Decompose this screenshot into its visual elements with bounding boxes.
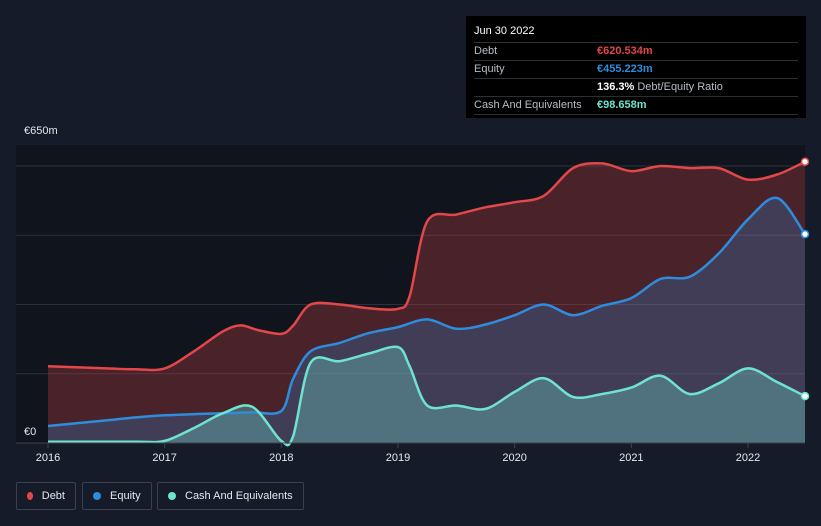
tooltip-equity-value: €455.223m [597, 63, 653, 75]
legend-item-debt[interactable]: Debt [16, 482, 76, 510]
x-tick-label-2016: 2016 [36, 452, 60, 464]
x-tick-label-2017: 2017 [152, 452, 176, 464]
tooltip-ratio-spacer [474, 79, 597, 96]
cash-dot-icon [168, 492, 176, 500]
x-tick-label-2022: 2022 [736, 452, 760, 464]
legend-item-equity[interactable]: Equity [82, 482, 152, 510]
gridlines [16, 165, 805, 375]
tooltip-debt-value: €620.534m [597, 45, 653, 57]
tooltip-row-debt: Debt €620.534m [474, 43, 798, 61]
tooltip-panel: Jun 30 2022 Debt €620.534m Equity €455.2… [466, 16, 806, 118]
legend-debt-label: Debt [41, 490, 65, 502]
debt-end-marker [800, 157, 810, 166]
y-tick-label-1: €0 [24, 426, 36, 438]
tooltip-ratio-text: Debt/Equity Ratio [637, 81, 723, 93]
x-tick-label-2021: 2021 [619, 452, 643, 464]
debt-line [47, 160, 806, 372]
tooltip-equity-label: Equity [474, 63, 505, 75]
tooltip-row-cash: Cash And Equivalents €98.658m [474, 97, 798, 115]
legend-item-cash[interactable]: Cash And Equivalents [157, 482, 304, 510]
tooltip-cash-value: €98.658m [597, 99, 647, 111]
x-tick-label-2020: 2020 [502, 452, 526, 464]
x-tick-label-2019: 2019 [386, 452, 410, 464]
equity-end-marker [800, 229, 810, 239]
x-tick-label-2018: 2018 [269, 452, 293, 464]
cash-line [47, 345, 806, 447]
cash-area [48, 346, 805, 446]
y-tick-label-0: €650m [24, 125, 58, 137]
equity-dot-icon [93, 492, 101, 500]
tooltip-cash-label: Cash And Equivalents [474, 99, 582, 111]
legend-cash-label: Cash And Equivalents [185, 490, 293, 502]
tooltip-row-ratio: 136.3% Debt/Equity Ratio [474, 79, 798, 97]
end-markers [800, 157, 810, 401]
tooltip-date: Jun 30 2022 [474, 24, 798, 43]
axes: €650m €0 2016 2017 2018 2019 2020 2021 2022 [16, 125, 805, 464]
tooltip-ratio-value: 136.3% [597, 81, 635, 93]
cash-end-marker [800, 391, 810, 401]
legend-equity-label: Equity [110, 490, 141, 502]
series-lines [47, 160, 807, 447]
debt-area [48, 161, 805, 443]
tooltip-row-equity: Equity €455.223m [474, 61, 798, 79]
tooltip-debt-label: Debt [474, 45, 498, 57]
debt-dot-icon [27, 492, 33, 500]
